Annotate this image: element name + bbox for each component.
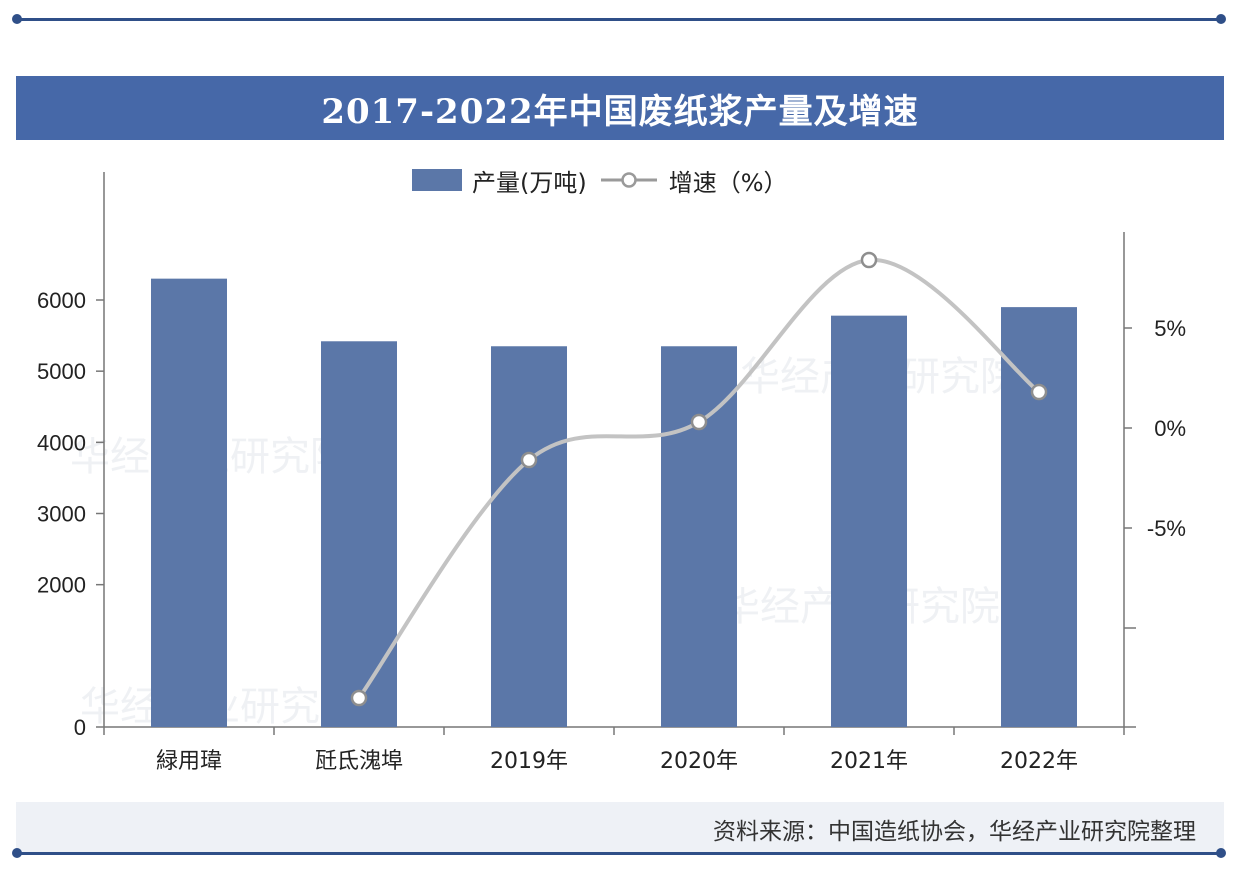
bar-production-3 [661, 346, 737, 727]
source-note: 资料来源：中国造纸协会，华经产业研究院整理 [713, 819, 1196, 845]
x-tick-label: 2019年 [490, 749, 568, 774]
bottom-left-frame-dot [12, 848, 22, 858]
chart-title: 2017-2022年中国废纸浆产量及增速 [16, 76, 1224, 140]
growth-point-0 [350, 689, 368, 707]
growth-point-4 [1030, 383, 1048, 401]
top-right-frame-dot [1216, 14, 1226, 24]
x-tick-label: 2022年 [1000, 749, 1078, 774]
bar-production-4 [831, 315, 907, 727]
left-tick-label: 3000 [37, 502, 86, 527]
left-tick-label: 2000 [37, 573, 86, 598]
growth-point-2 [690, 413, 708, 431]
top-left-frame-dot [12, 14, 22, 24]
right-tick-label: 0% [1154, 416, 1186, 441]
bar-production-2 [491, 346, 567, 727]
legend: 产量(万吨) 增速（%） [412, 160, 788, 200]
x-tick-label: 瓩氐溾埠 [315, 749, 403, 774]
right-tick-label: 5% [1154, 316, 1186, 341]
bar-production-5 [1001, 307, 1077, 727]
x-tick-label: 緑用瑋 [156, 749, 222, 774]
growth-point-1 [520, 451, 538, 469]
right-tick-label: -5% [1147, 516, 1186, 541]
bar-production-1 [321, 341, 397, 727]
bar-swatch-icon [412, 169, 462, 191]
top-frame-line [16, 18, 1224, 21]
x-tick-label: 2020年 [660, 749, 738, 774]
legend-label-production: 产量(万吨) [472, 168, 587, 197]
legend-item-growth: 增速（%） [599, 163, 788, 198]
left-tick-label: 4000 [37, 430, 86, 455]
bottom-right-frame-dot [1216, 848, 1226, 858]
growth-point-3 [860, 251, 878, 269]
source-bar [16, 802, 1224, 854]
line-marker-icon [600, 172, 657, 188]
left-tick-label: 5000 [37, 359, 86, 384]
legend-label-growth: 增速（%） [668, 168, 788, 197]
x-tick-label: 2021年 [830, 749, 908, 774]
bar-production-0 [151, 278, 227, 727]
left-tick-label: 0 [74, 715, 86, 740]
bottom-frame-line [16, 852, 1224, 855]
legend-item-production: 产量(万吨) [412, 163, 587, 198]
left-tick-label: 6000 [37, 288, 86, 313]
